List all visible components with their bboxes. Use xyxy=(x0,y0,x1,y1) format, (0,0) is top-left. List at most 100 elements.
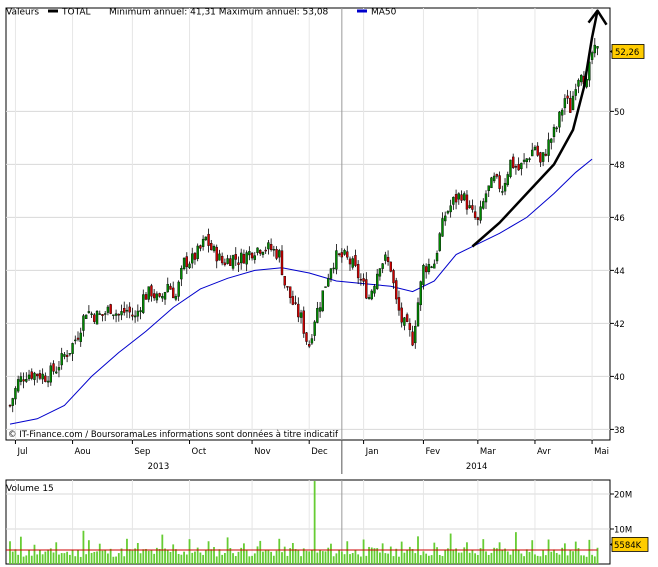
candle-body xyxy=(169,285,172,290)
volume-bar xyxy=(506,551,509,564)
candle-body xyxy=(386,256,390,263)
volume-bar xyxy=(253,553,256,564)
candle-body xyxy=(468,205,471,209)
candle-body xyxy=(484,193,488,203)
candle-body xyxy=(503,182,507,192)
volume-bar xyxy=(58,554,60,564)
candle-body xyxy=(291,296,295,305)
month-label: Nov xyxy=(254,447,271,457)
volume-bar xyxy=(63,553,66,564)
candle-body xyxy=(533,146,537,150)
volume-bar xyxy=(452,549,455,564)
volume-bar xyxy=(501,549,504,564)
volume-bar xyxy=(398,556,400,564)
candle-body xyxy=(444,215,447,222)
volume-bar xyxy=(406,550,409,564)
candle-body xyxy=(57,367,61,371)
volume-bar xyxy=(305,550,308,564)
volume-bar xyxy=(294,549,297,564)
price-y-tick-label: 38 xyxy=(614,426,625,436)
volume-bar xyxy=(150,550,153,564)
volume-bar xyxy=(77,549,79,564)
volume-bar xyxy=(359,556,362,564)
volume-bar xyxy=(39,549,41,564)
volume-bar xyxy=(139,553,142,564)
volume-bar xyxy=(204,549,207,564)
volume-bar xyxy=(368,546,370,564)
candle-body xyxy=(155,293,159,301)
volume-bar xyxy=(534,554,536,564)
candle-body xyxy=(318,307,322,312)
candle-body xyxy=(294,302,297,304)
legend: Valeurs TOTAL Minimum annuel: 41,31 Maxi… xyxy=(6,8,397,18)
candle-body xyxy=(250,252,254,259)
candle-body xyxy=(299,312,303,318)
legend-series-swatch xyxy=(48,9,58,13)
volume-bar xyxy=(55,542,58,564)
volume-bar xyxy=(33,544,36,564)
candle-body xyxy=(280,250,284,276)
candle-body xyxy=(522,159,526,162)
volume-bar xyxy=(11,551,14,564)
volume-bar xyxy=(574,541,577,564)
volume-bar xyxy=(422,551,425,564)
volume-bars xyxy=(9,481,599,564)
candle-body xyxy=(283,276,286,286)
volume-bar xyxy=(414,553,417,564)
volume-bar xyxy=(403,552,406,564)
volume-bar xyxy=(245,550,248,564)
month-label: Avr xyxy=(537,447,551,457)
volume-bar xyxy=(289,548,292,564)
volume-bar xyxy=(202,554,205,564)
volume-bar xyxy=(520,553,523,564)
month-label: Oct xyxy=(192,447,207,457)
candle-body xyxy=(76,337,80,340)
volume-bar xyxy=(66,551,69,564)
date-axis: Jul Aou Sep Oct Nov Dec Jan Fev Mar Avr Mai 2013 201… xyxy=(14,440,609,474)
candle-body xyxy=(74,339,77,342)
candle-body xyxy=(11,398,14,406)
volume-bar xyxy=(498,542,501,564)
month-label: Aou xyxy=(75,447,91,457)
volume-bar xyxy=(580,555,583,564)
volume-bar xyxy=(387,553,389,564)
volume-bar xyxy=(441,555,444,564)
candle-body xyxy=(449,205,452,213)
candle-body xyxy=(329,268,333,279)
candle-body xyxy=(68,353,72,355)
volume-bar xyxy=(36,554,39,564)
candle-body xyxy=(199,245,202,249)
volume-bar xyxy=(300,556,302,564)
candle-body xyxy=(302,310,305,334)
volume-bar xyxy=(183,551,185,564)
candle-body xyxy=(49,365,52,383)
candle-body xyxy=(487,185,490,192)
volume-bar xyxy=(229,548,232,564)
candle-body xyxy=(163,292,167,300)
volume-bar xyxy=(107,553,109,564)
candle-body xyxy=(161,296,164,299)
candle-body xyxy=(38,373,42,379)
candle-body xyxy=(218,253,221,261)
volume-bar xyxy=(430,555,433,564)
candle-body xyxy=(275,249,278,259)
volume-bar xyxy=(351,553,354,564)
volume-bar xyxy=(9,541,11,564)
candle-body xyxy=(593,44,596,54)
candle-body xyxy=(245,252,248,265)
volume-bar xyxy=(436,547,438,564)
candle-body xyxy=(590,52,594,60)
candle-body xyxy=(438,233,441,251)
price-y-tick-label: 50 xyxy=(614,108,625,118)
volume-bar xyxy=(126,538,128,564)
volume-bar xyxy=(262,551,264,564)
annotation-arrow-line xyxy=(471,10,599,248)
candle-body xyxy=(362,278,365,282)
volume-bar xyxy=(82,530,85,564)
volume-bar xyxy=(226,537,229,564)
candle-body xyxy=(33,372,36,380)
month-label: Jan xyxy=(365,447,379,457)
volume-bar xyxy=(577,548,580,564)
volume-bar xyxy=(232,553,234,564)
last-volume-marker: 5584K xyxy=(610,537,649,552)
